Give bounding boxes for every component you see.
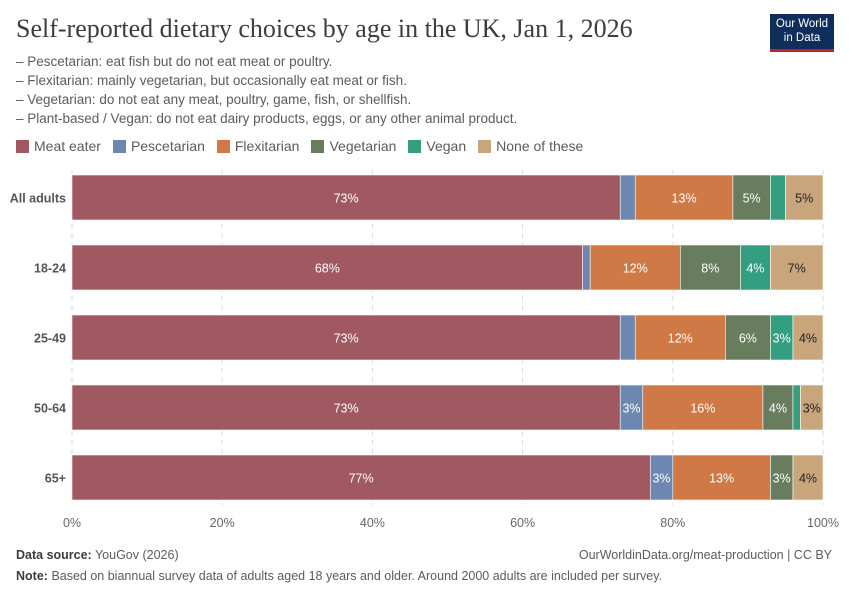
bar-segment[interactable] <box>634 314 726 361</box>
chart-subtitle: – Pescetarian: eat fish but do not eat m… <box>16 52 517 128</box>
chart-title: Self-reported dietary choices by age in … <box>16 14 633 43</box>
data-label: 5% <box>795 192 813 206</box>
legend-item-vegetarian[interactable]: Vegetarian <box>311 138 396 154</box>
data-source: Data source: YouGov (2026) <box>16 548 179 562</box>
bar-segment[interactable] <box>71 314 621 361</box>
bar-segment[interactable] <box>792 314 824 361</box>
legend-item-none-of-these[interactable]: None of these <box>478 138 583 154</box>
data-label: 4% <box>746 262 764 276</box>
data-label: 3% <box>773 332 791 346</box>
note-flexitarian: – Flexitarian: mainly vegetarian, but oc… <box>16 73 407 88</box>
y-category-label: 65+ <box>45 472 66 486</box>
bar-segment[interactable] <box>634 174 734 221</box>
legend-label: Meat eater <box>34 138 101 154</box>
x-tick-label: 100% <box>807 516 839 530</box>
bar-segment[interactable] <box>680 244 741 291</box>
footer-note: Note: Based on biannual survey data of a… <box>16 569 662 583</box>
legend-item-vegan[interactable]: Vegan <box>408 138 466 154</box>
data-label: 7% <box>788 262 806 276</box>
bar-segment[interactable] <box>589 244 681 291</box>
bar-segment[interactable] <box>785 174 824 221</box>
bar-segment[interactable] <box>740 244 771 291</box>
bar-segment[interactable] <box>725 314 771 361</box>
note-vegetarian: – Vegetarian: do not eat any meat, poult… <box>16 92 412 107</box>
data-label: 68% <box>315 262 340 276</box>
bar-segment[interactable] <box>672 454 771 501</box>
legend-label: Flexitarian <box>234 138 300 154</box>
legend-swatch <box>16 139 29 153</box>
data-label: 3% <box>622 402 640 416</box>
footer-url[interactable]: OurWorldinData.org/meat-production | CC … <box>578 548 832 562</box>
legend-swatch <box>216 139 230 153</box>
bar-segment[interactable] <box>800 384 824 431</box>
bar-segment[interactable] <box>770 244 824 291</box>
legend-swatch <box>408 139 422 153</box>
legend-swatch <box>311 139 325 153</box>
data-label: 13% <box>709 472 734 486</box>
source-label: Data source: <box>16 548 92 562</box>
data-label: 4% <box>799 332 817 346</box>
legend-swatch <box>478 139 492 153</box>
bar-segment[interactable] <box>619 174 636 221</box>
y-category-label: 25-49 <box>34 332 66 346</box>
bar-segment[interactable] <box>792 384 801 431</box>
data-label: 4% <box>799 472 817 486</box>
data-label: 3% <box>803 402 821 416</box>
data-label: 12% <box>623 262 648 276</box>
data-label: 3% <box>773 472 791 486</box>
legend-item-pescetarian[interactable]: Pescetarian <box>112 138 205 154</box>
note-vegan: – Plant-based / Vegan: do not eat dairy … <box>16 111 518 126</box>
y-category-label: 18-24 <box>34 262 66 276</box>
legend-item-meat-eater[interactable]: Meat eater <box>16 138 101 154</box>
bar-segment[interactable] <box>770 174 786 221</box>
bar-segment[interactable] <box>71 454 651 501</box>
bar-segment[interactable] <box>71 244 583 291</box>
bar-segment[interactable] <box>582 244 591 291</box>
x-tick-label: 20% <box>210 516 235 530</box>
legend-swatch <box>112 139 126 153</box>
x-tick-label: 60% <box>510 516 535 530</box>
note-pescetarian: – Pescetarian: eat fish but do not eat m… <box>16 54 333 69</box>
data-label: 6% <box>739 332 757 346</box>
data-label: 77% <box>349 472 374 486</box>
bar-segment[interactable] <box>619 314 636 361</box>
bar-segment[interactable] <box>71 174 621 221</box>
bar-segment[interactable] <box>732 174 771 221</box>
x-tick-label: 80% <box>660 516 685 530</box>
x-tick-label: 40% <box>360 516 385 530</box>
bar-segment[interactable] <box>792 454 824 501</box>
data-label: 73% <box>334 332 359 346</box>
bar-segment[interactable] <box>762 384 794 431</box>
data-label: 5% <box>743 192 761 206</box>
data-label: 4% <box>769 402 787 416</box>
source-link[interactable]: YouGov (2026) <box>94 548 179 562</box>
data-label: 73% <box>334 402 359 416</box>
x-tick-label: 0% <box>63 516 81 530</box>
data-label: 12% <box>668 332 693 346</box>
legend-item-flexitarian[interactable]: Flexitarian <box>216 138 300 154</box>
data-label: 73% <box>334 192 359 206</box>
legend-label: Vegan <box>426 138 467 154</box>
data-label: 8% <box>701 262 719 276</box>
data-label: 3% <box>652 472 670 486</box>
owid-logo[interactable]: Our World in Data <box>770 14 834 52</box>
legend: Meat eater Pescetarian Flexitarian Vegetari… <box>16 138 583 154</box>
legend-label: Pescetarian <box>130 138 205 154</box>
y-category-label: All adults <box>10 192 66 206</box>
data-label: 13% <box>672 192 697 206</box>
note-label: Note: <box>16 569 48 583</box>
legend-label: Vegetarian <box>329 138 397 154</box>
note-text: Based on biannual survey data of adults … <box>51 569 663 583</box>
bar-segment[interactable] <box>642 384 764 431</box>
data-label: 16% <box>690 402 715 416</box>
y-category-label: 50-64 <box>34 402 66 416</box>
legend-label: None of these <box>496 138 584 154</box>
